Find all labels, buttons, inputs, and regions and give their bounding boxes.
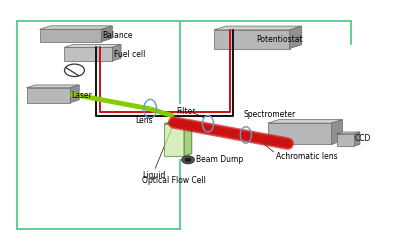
Polygon shape <box>336 132 360 134</box>
Text: Spectrometer: Spectrometer <box>244 110 296 119</box>
Polygon shape <box>64 44 121 47</box>
Polygon shape <box>214 26 302 30</box>
Polygon shape <box>112 44 121 61</box>
Polygon shape <box>354 132 360 146</box>
Text: Laser: Laser <box>72 91 92 100</box>
Polygon shape <box>64 47 112 61</box>
Polygon shape <box>164 121 192 124</box>
Polygon shape <box>27 88 70 102</box>
Polygon shape <box>332 120 342 144</box>
Polygon shape <box>164 124 184 156</box>
Polygon shape <box>184 121 192 156</box>
Polygon shape <box>40 26 112 29</box>
Polygon shape <box>40 29 101 42</box>
Text: Balance: Balance <box>102 31 133 40</box>
Text: Achromatic lens: Achromatic lens <box>276 152 337 160</box>
Polygon shape <box>101 26 112 42</box>
Text: Liquid: Liquid <box>142 171 166 180</box>
Text: Fuel cell: Fuel cell <box>114 50 146 59</box>
Polygon shape <box>27 85 79 88</box>
Text: Optical Flow Cell: Optical Flow Cell <box>142 176 206 185</box>
Text: Potentiostat: Potentiostat <box>256 35 302 44</box>
Text: Filter: Filter <box>177 107 196 116</box>
Polygon shape <box>290 26 302 48</box>
Polygon shape <box>214 30 290 48</box>
Circle shape <box>185 158 191 162</box>
Text: CCD: CCD <box>355 134 371 143</box>
Polygon shape <box>70 85 79 102</box>
Text: Lens: Lens <box>135 116 153 125</box>
Circle shape <box>182 156 194 164</box>
Polygon shape <box>268 120 342 123</box>
Text: Beam Dump: Beam Dump <box>196 155 243 164</box>
Polygon shape <box>336 134 354 146</box>
Polygon shape <box>268 123 332 144</box>
